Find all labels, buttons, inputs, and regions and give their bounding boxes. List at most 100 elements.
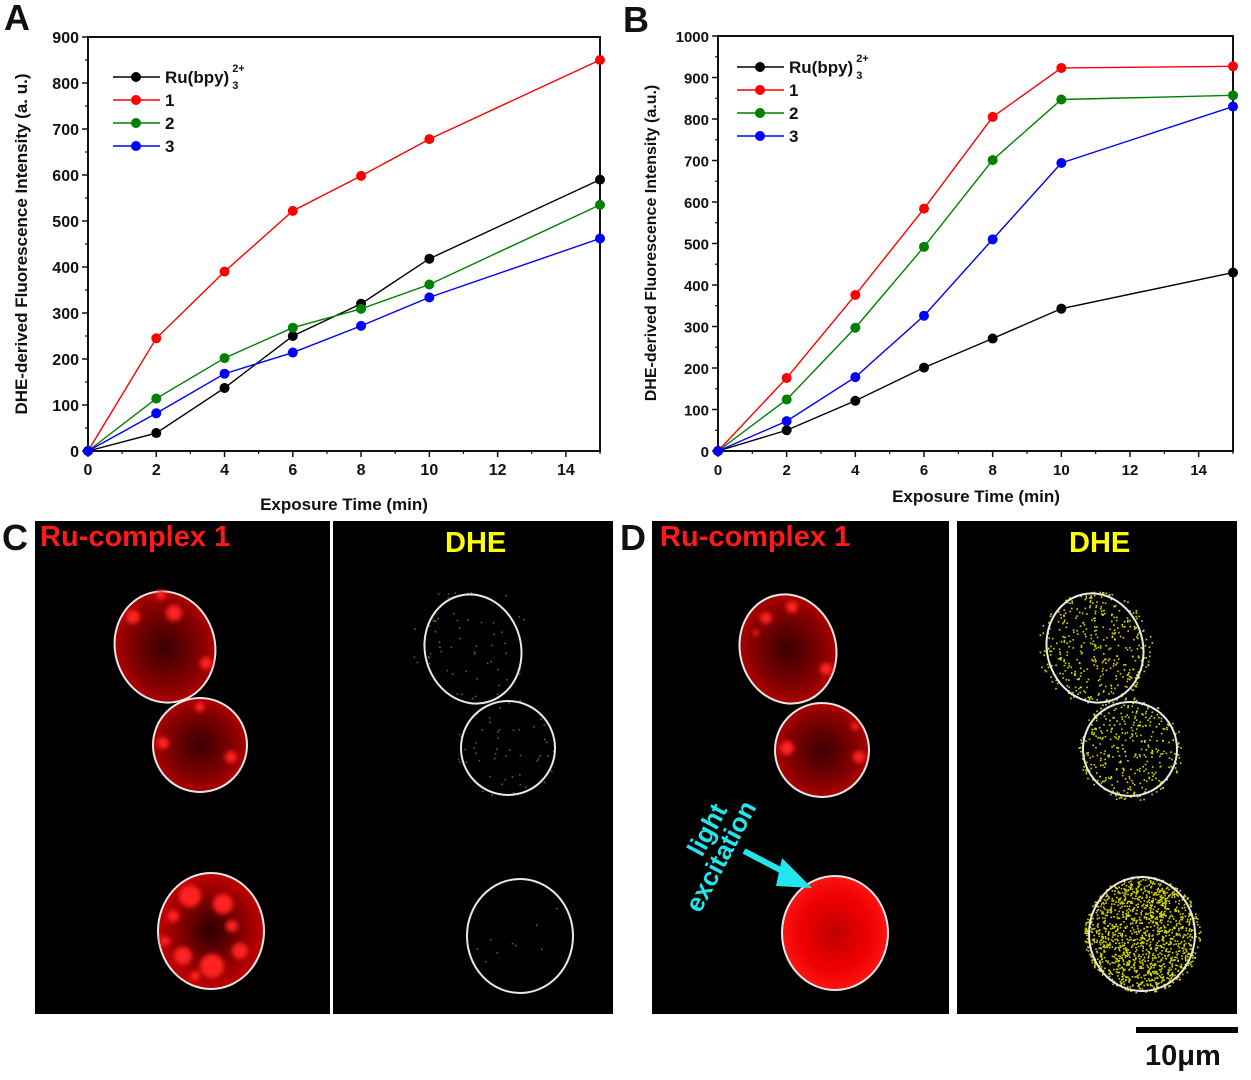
dhe-speckle: [1165, 752, 1168, 755]
dhe-speckle: [494, 753, 497, 755]
dhe-speckle: [1107, 961, 1109, 964]
dhe-speckle: [1168, 757, 1171, 759]
dhe-speckle: [1078, 677, 1080, 680]
dhe-speckle: [1124, 715, 1127, 718]
dhe-speckle: [1099, 895, 1102, 898]
dhe-speckle: [1111, 890, 1114, 892]
legend-label-subscript: 3: [232, 80, 238, 92]
dhe-speckle: [1137, 945, 1140, 948]
dhe-speckle: [1085, 772, 1088, 775]
dhe-speckle: [1183, 906, 1186, 909]
dhe-speckle: [1175, 910, 1177, 912]
dhe-speckle: [1111, 746, 1113, 748]
dhe-speckle: [1153, 957, 1156, 959]
dhe-speckle: [1124, 797, 1127, 800]
dhe-speckle: [1141, 786, 1143, 789]
dhe-speckle: [1084, 928, 1087, 931]
dhe-speckle: [1097, 779, 1099, 782]
dhe-speckle: [1125, 918, 1128, 920]
dhe-speckle: [1128, 669, 1131, 671]
dhe-speckle: [1091, 733, 1093, 735]
dhe-speckle: [1086, 929, 1088, 932]
dhe-speckle: [1120, 761, 1122, 764]
dhe-speckle: [1154, 893, 1156, 896]
dhe-speckle: [1169, 950, 1171, 953]
dhe-speckle: [1169, 915, 1171, 918]
dhe-speckle: [1132, 891, 1135, 893]
dhe-speckle: [1160, 916, 1163, 918]
dhe-speckle: [1156, 985, 1158, 988]
dhe-speckle: [1130, 649, 1133, 652]
dhe-speckle: [1163, 943, 1166, 946]
dhe-speckle: [1102, 937, 1104, 940]
dhe-speckle: [1138, 656, 1140, 659]
dhe-speckle: [1090, 637, 1093, 640]
dhe-speckle: [1148, 906, 1151, 909]
dhe-speckle: [1161, 973, 1163, 976]
dhe-speckle: [1147, 746, 1150, 748]
dhe-speckle: [1151, 935, 1153, 937]
dhe-speckle: [1071, 600, 1073, 603]
dhe-speckle: [1117, 747, 1120, 749]
dhe-speckle: [1067, 666, 1069, 669]
dhe-speckle: [1147, 900, 1149, 903]
dhe-speckle: [1117, 901, 1120, 903]
dhe-speckle: [1093, 617, 1095, 620]
dhe-speckle: [1096, 958, 1099, 961]
dhe-speckle: [1146, 760, 1149, 763]
dhe-speckle: [543, 781, 546, 784]
dhe-speckle: [1108, 712, 1110, 715]
dhe-speckle: [1103, 927, 1106, 929]
series-line-2: [717, 94, 1234, 452]
dhe-speckle: [1187, 953, 1189, 956]
dhe-speckle: [1070, 697, 1072, 700]
x-tick-label: 14: [1190, 462, 1207, 479]
data-point: [781, 372, 792, 383]
dhe-speckle: [1111, 635, 1114, 638]
dhe-speckle: [1094, 620, 1096, 622]
dhe-speckle: [550, 770, 553, 773]
dhe-speckle: [1164, 987, 1167, 990]
dhe-speckle: [1136, 795, 1139, 798]
dhe-speckle: [1148, 777, 1151, 780]
dhe-speckle: [1141, 740, 1143, 742]
dhe-speckle: [1149, 904, 1152, 906]
dhe-speckle: [1122, 748, 1124, 750]
dhe-speckle: [1161, 953, 1163, 956]
data-point: [1228, 101, 1238, 112]
dhe-speckle: [1158, 891, 1161, 893]
dhe-speckle: [1144, 763, 1147, 766]
dhe-speckle: [1180, 927, 1182, 929]
dhe-speckle: [1111, 903, 1113, 905]
dhe-speckle: [1113, 605, 1116, 608]
dhe-speckle: [461, 693, 463, 696]
dhe-speckle: [1151, 985, 1154, 987]
dhe-speckle: [454, 592, 457, 594]
dhe-speckle: [1164, 910, 1166, 913]
dhe-speckle: [1130, 779, 1133, 782]
dhe-speckle: [1119, 926, 1122, 929]
dhe-speckle: [1130, 688, 1133, 691]
dhe-speckle: [1171, 938, 1174, 940]
data-point: [987, 333, 998, 344]
dhe-speckle: [1152, 920, 1155, 923]
dhe-speckle: [1117, 684, 1119, 687]
dhe-speckle: [1183, 940, 1186, 942]
dhe-speckle: [1086, 668, 1089, 671]
dhe-speckle: [1098, 917, 1101, 919]
dhe-speckle: [1139, 987, 1141, 990]
dhe-speckle: [1142, 941, 1145, 944]
dhe-speckle: [543, 738, 546, 741]
dhe-speckle: [1094, 630, 1096, 632]
dhe-speckle: [555, 907, 558, 910]
dhe-speckle: [1151, 779, 1154, 781]
dhe-speckle: [1176, 940, 1179, 943]
dhe-speckle: [1107, 925, 1110, 927]
data-point: [219, 266, 230, 277]
dhe-speckle: [1100, 782, 1103, 784]
dhe-speckle: [1169, 894, 1172, 896]
dhe-speckle: [1108, 701, 1110, 704]
dhe-speckle: [1144, 960, 1146, 963]
data-point: [919, 203, 929, 214]
dhe-speckle: [1093, 626, 1096, 628]
